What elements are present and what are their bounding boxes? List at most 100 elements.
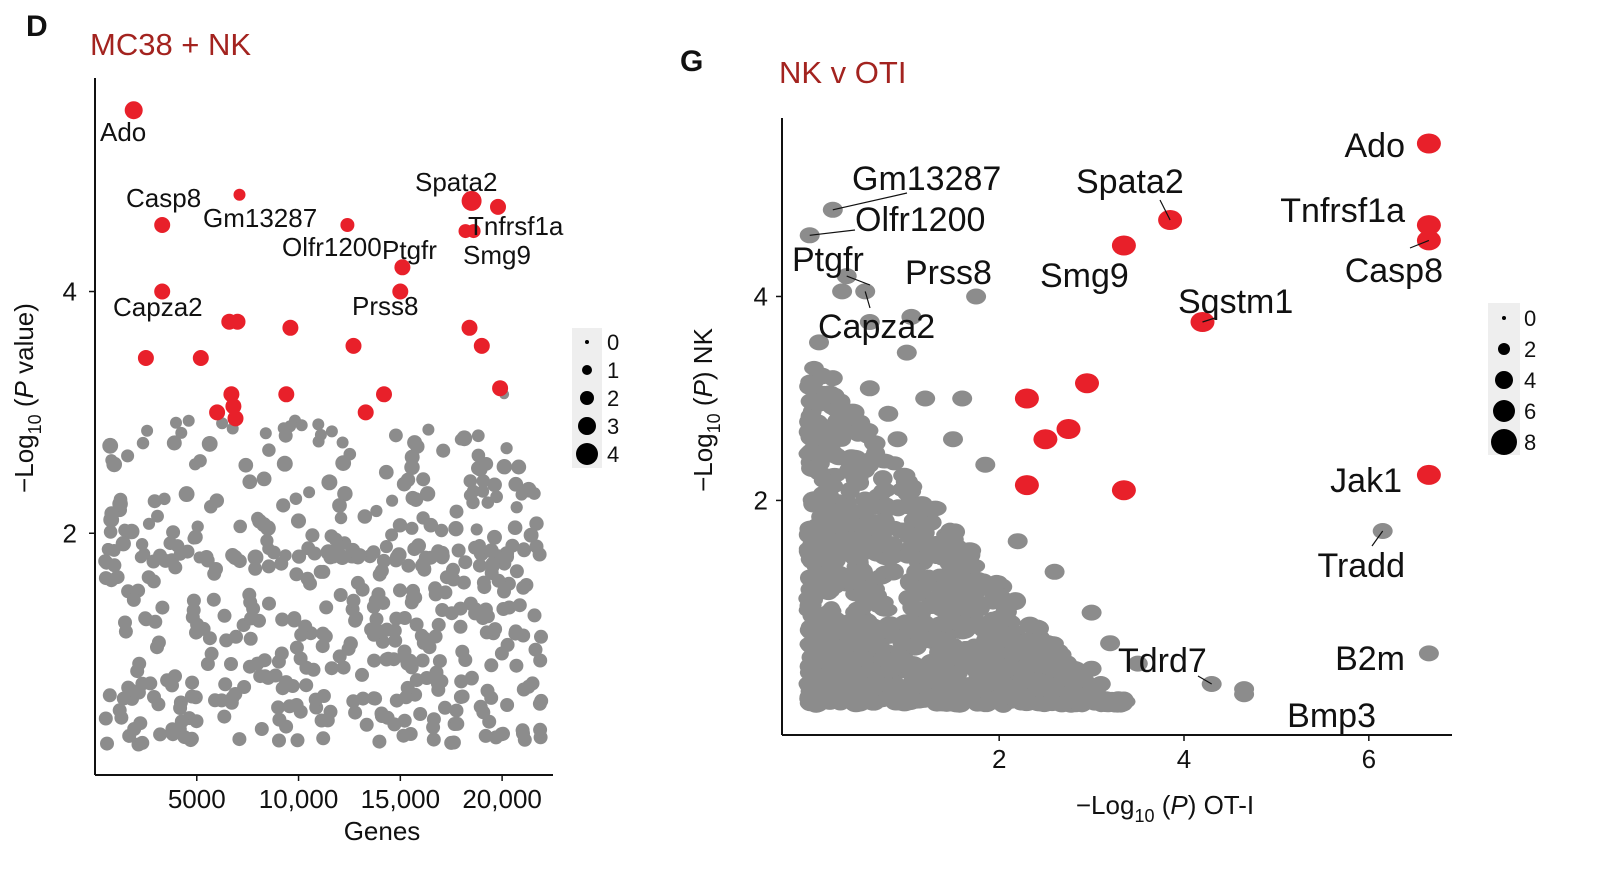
- legend-key-label: 0: [607, 330, 619, 355]
- gene-point: [426, 720, 441, 735]
- gene-point: [507, 520, 523, 536]
- gene-point: [475, 607, 490, 622]
- gene-point: [478, 728, 493, 743]
- gene-point: [389, 550, 403, 564]
- x-tick-label: 10,000: [259, 784, 339, 814]
- gene-point: [118, 624, 133, 639]
- gene-point: [289, 567, 304, 582]
- gene-point: [307, 546, 322, 561]
- gene-point: [126, 592, 141, 607]
- gene-point: [251, 511, 265, 526]
- gene-point: [225, 547, 240, 563]
- gene-point: [409, 673, 424, 688]
- gene-label-casp8: Casp8: [126, 183, 201, 213]
- gene-point: [135, 676, 150, 691]
- gene-point: [819, 536, 841, 555]
- gene-label-tradd: Tradd: [1317, 547, 1405, 585]
- legend-key-dot: [1491, 429, 1517, 455]
- gene-point: [838, 463, 862, 480]
- highlight-point-prss8: [392, 283, 409, 300]
- gene-point: [806, 414, 828, 431]
- gene-point: [1100, 635, 1121, 652]
- highlight-point: [461, 319, 478, 336]
- gene-point: [104, 573, 119, 588]
- panel-title-mc38-nk: MC38 + NK: [90, 27, 252, 62]
- gene-point: [899, 573, 919, 591]
- gene-point: [401, 558, 416, 573]
- gene-point: [191, 520, 204, 533]
- legend-key-dot: [578, 417, 596, 435]
- gene-point: [832, 283, 853, 300]
- gene-point: [279, 549, 292, 562]
- gene-point: [888, 499, 908, 517]
- gene-point: [438, 700, 452, 715]
- highlight-point: [223, 386, 240, 403]
- leader-line-tradd: [1371, 530, 1384, 547]
- highlight-point: [490, 198, 506, 215]
- gene-point: [366, 545, 381, 560]
- gene-point: [859, 314, 880, 330]
- gene-point: [1001, 646, 1021, 661]
- highlight-point-ado: [124, 101, 143, 120]
- gene-point: [500, 442, 513, 455]
- gene-point: [946, 665, 968, 682]
- gene-point: [463, 474, 478, 488]
- gene-point: [528, 642, 543, 657]
- gene-point: [204, 499, 218, 514]
- gene-point: [218, 677, 233, 692]
- gene-point: [243, 631, 258, 646]
- gene-point: [866, 444, 886, 463]
- gene-point: [821, 627, 841, 644]
- gene-label-spata2: Spata2: [415, 167, 497, 197]
- gene-point: [1090, 676, 1111, 692]
- gene-point: [243, 595, 258, 610]
- gene-point: [130, 664, 145, 679]
- gene-point: [291, 549, 307, 564]
- gene-point: [216, 417, 229, 430]
- gene-point: [1029, 652, 1050, 671]
- gene-label-tdrd7: Tdrd7: [1118, 642, 1207, 680]
- gene-point: [450, 716, 465, 731]
- gene-point: [865, 636, 890, 654]
- gene-point: [855, 491, 875, 508]
- gene-point: [289, 492, 303, 505]
- gene-point: [798, 590, 822, 607]
- gene-point: [389, 611, 404, 626]
- y-tick-label: 2: [754, 485, 768, 515]
- gene-point: [432, 654, 447, 669]
- x-tick-label: 5000: [168, 784, 226, 814]
- gene-point: [480, 683, 495, 698]
- gene-point: [822, 673, 844, 692]
- highlight-point: [227, 410, 244, 427]
- gene-point: [862, 618, 886, 635]
- gene-point: [237, 680, 252, 694]
- highlight-point: [1014, 388, 1039, 409]
- size-legend: 0 1 2 3 4: [572, 328, 619, 468]
- gene-point: [533, 653, 548, 668]
- gene-point: [809, 334, 829, 351]
- gene-point: [900, 479, 923, 495]
- gene-point: [386, 494, 399, 507]
- gene-point: [407, 435, 423, 451]
- legend-key-dot: [582, 365, 592, 375]
- gene-point: [476, 575, 491, 590]
- gene-point: [272, 733, 286, 748]
- gene-point: [804, 360, 824, 376]
- gene-point: [931, 578, 956, 596]
- gene-point-b2m: [1418, 645, 1439, 662]
- gene-point: [279, 675, 294, 690]
- gene-point: [141, 570, 156, 585]
- highlight-point-olfr1200: [340, 218, 355, 232]
- gene-label-ptgfr: Ptgfr: [382, 235, 437, 265]
- gene-point: [476, 474, 491, 488]
- gene-point: [259, 427, 272, 440]
- gene-point: [387, 717, 402, 732]
- gene-point: [456, 575, 471, 590]
- gene-point: [166, 435, 182, 451]
- gene-point: [274, 646, 289, 661]
- y-tick-label: 2: [63, 518, 77, 548]
- gene-point: [817, 491, 837, 506]
- gene-point: [271, 700, 286, 715]
- gene-point: [923, 500, 947, 517]
- gene-point: [476, 485, 490, 498]
